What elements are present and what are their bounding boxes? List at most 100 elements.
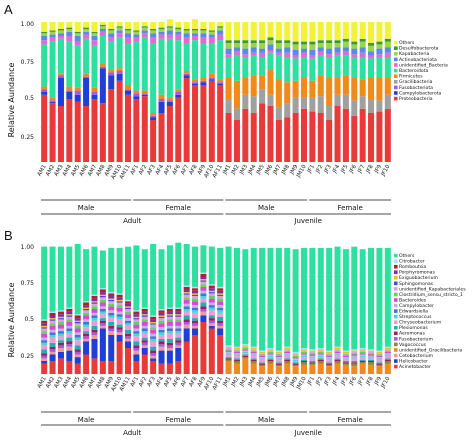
bar-segment [83,302,90,306]
bar-segment [108,312,115,316]
bar-segment [99,68,106,104]
bar-segment [133,328,140,332]
bar-segment [300,348,308,350]
bar-segment [158,310,165,313]
bar-segment [124,307,132,309]
bar-segment [208,34,215,38]
legend-entry: Exiguobacterium [399,275,438,281]
bar-segment [334,358,341,360]
bar-segment [141,316,148,320]
legend: OthersDesulfobacterotaKapabacteriaActino… [394,40,448,102]
bar-segment [192,79,199,83]
bar-segment [83,305,90,308]
bar-segment [359,355,366,358]
bar-segment [183,319,190,322]
bar-segment [124,336,132,339]
bar-segment [133,322,140,325]
bar-segment [166,309,173,312]
bar-segment [334,52,341,56]
bar-segment [166,38,173,98]
group-label: Male [78,204,95,212]
bar-segment [74,325,81,329]
bar-segment [83,333,90,337]
legend-entry: Citrobacter [399,259,425,265]
bar-segment [124,318,132,321]
bar-segment [317,355,324,358]
bar-segment [83,341,90,355]
group-label: Female [337,204,362,212]
bar-segment [275,247,282,351]
bar-segment [124,341,132,348]
bar-segment [124,22,132,29]
bar-segment [66,22,73,28]
bar-segment [376,354,383,356]
bar-segment [116,299,123,302]
bar-segment [158,101,165,113]
bar-segment [259,43,266,49]
bar-segment [217,305,224,308]
bar-segment [49,100,56,102]
bar-segment [83,322,90,325]
bar-segment [99,325,106,329]
bar-segment [300,361,308,363]
bar-segment [334,353,341,355]
bar-segment [74,322,81,324]
x-tick-label: AF8 [188,376,199,388]
bar-segment [116,327,123,330]
bar-segment [183,289,190,293]
bar-segment [166,311,173,315]
bar-segment [208,37,215,43]
bar-segment [292,58,299,81]
bar-segment [183,33,190,38]
bar-segment [259,357,266,359]
bar-segment [116,324,123,328]
legend-swatch [394,331,398,336]
bar-segment [116,329,123,333]
bar-segment [309,44,316,50]
group-label: Male [258,204,275,212]
bar-segment [108,331,115,335]
bar-segment [259,363,266,365]
bar-segment [83,338,90,342]
bar-segment [233,350,240,352]
bar-segment [41,358,48,361]
bar-segment [49,101,56,104]
bar-segment [200,280,207,282]
bar-segment [250,113,257,162]
bar-segment [384,57,391,78]
bar-segment [259,355,266,358]
bar-segment [284,355,291,359]
bar-segment [116,341,123,374]
bar-segment [259,362,266,364]
bar-segment [275,359,282,363]
bar-segment [116,27,123,31]
bar-segment [183,315,190,320]
bar-segment [99,302,106,307]
bar-segment [116,302,123,306]
bar-segment [158,309,165,311]
bar-segment [150,336,157,339]
bar-segment [384,108,391,162]
bar-segment [99,296,106,298]
bar-segment [225,357,232,359]
bar-segment [66,31,73,36]
bar-segment [41,89,48,92]
bar-segment [158,338,165,342]
bar-segment [267,348,274,350]
bar-segment [116,297,123,300]
bar-segment [83,249,90,302]
bar-segment [317,358,324,360]
bar-segment [359,351,366,354]
bar-segment [108,72,115,76]
bar-segment [41,31,48,34]
bar-segment [99,309,106,312]
bar-segment [242,48,249,55]
x-tick-label: JF4 [331,164,341,175]
bar-segment [175,92,182,95]
bar-segment [342,361,349,363]
bar-segment [200,43,207,78]
bar-segment [368,361,375,363]
bar-segment [83,331,90,334]
bar-segment [384,78,391,95]
bar-segment [166,333,173,339]
